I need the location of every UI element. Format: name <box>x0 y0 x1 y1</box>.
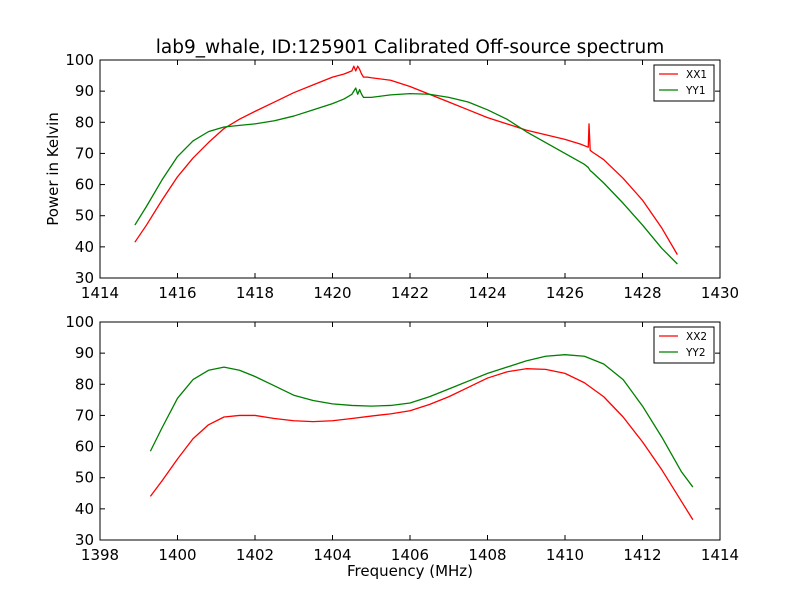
y-tick-label: 40 <box>75 500 94 518</box>
bottom-plot-frame <box>99 321 721 541</box>
y-tick-label: 50 <box>75 207 94 225</box>
figure-title: lab9_whale, ID:125901 Calibrated Off-sou… <box>156 37 664 58</box>
y-tick-label: 80 <box>75 113 94 131</box>
y-tick-label: 30 <box>75 531 94 549</box>
y-tick-label: 30 <box>75 269 94 287</box>
x-axis-label: Frequency (MHz) <box>347 562 473 580</box>
series-line-xx1 <box>134 65 678 255</box>
y-tick-label: 80 <box>75 375 94 393</box>
top-plot-frame <box>99 59 721 279</box>
y-tick-label: 40 <box>75 238 94 256</box>
y-tick-label: 70 <box>75 144 94 162</box>
y-tick-label: 100 <box>65 51 94 69</box>
series-line-yy2 <box>149 354 694 488</box>
x-tick-label: 1400 <box>158 546 196 564</box>
legend-label-xx1: XX1 <box>686 69 707 81</box>
x-tick-label: 1414 <box>81 284 119 302</box>
y-axis-label: Power in Kelvin <box>44 112 62 226</box>
y-tick-label: 60 <box>75 438 94 456</box>
bottom-spectrum-panel: 1398 1400 1402 1404 1406 1408 1410 1412 1414 30 40… <box>65 313 739 564</box>
legend-box <box>653 326 715 364</box>
legend-label-yy1: YY1 <box>685 85 706 97</box>
x-tick-label: 1420 <box>313 284 351 302</box>
legend-box <box>653 64 715 102</box>
x-tick-label: 1428 <box>623 284 661 302</box>
x-tick-label: 1398 <box>81 546 119 564</box>
x-tick-label: 1402 <box>236 546 274 564</box>
x-tick-label: 1418 <box>236 284 274 302</box>
legend-label-yy2: YY2 <box>685 347 706 359</box>
x-tick-label: 1408 <box>468 546 506 564</box>
y-tick-label: 90 <box>75 344 94 362</box>
x-tick-label: 1406 <box>391 546 429 564</box>
top-spectrum-panel: 1414 1416 1418 1420 1422 1424 1426 1428 1430 30 40… <box>65 51 739 302</box>
x-tick-label: 1430 <box>701 284 739 302</box>
series-line-xx2 <box>149 368 694 521</box>
x-tick-label: 1424 <box>468 284 506 302</box>
x-tick-label: 1422 <box>391 284 429 302</box>
x-tick-label: 1404 <box>313 546 351 564</box>
x-tick-label: 1416 <box>158 284 196 302</box>
series-line-yy1 <box>134 87 678 265</box>
y-tick-label: 70 <box>75 406 94 424</box>
x-tick-label: 1412 <box>623 546 661 564</box>
y-tick-label: 50 <box>75 469 94 487</box>
y-tick-label: 90 <box>75 82 94 100</box>
y-tick-label: 60 <box>75 176 94 194</box>
legend-label-xx2: XX2 <box>686 331 707 343</box>
x-tick-label: 1410 <box>546 546 584 564</box>
x-tick-label: 1414 <box>701 546 739 564</box>
y-tick-label: 100 <box>65 313 94 331</box>
x-tick-label: 1426 <box>546 284 584 302</box>
